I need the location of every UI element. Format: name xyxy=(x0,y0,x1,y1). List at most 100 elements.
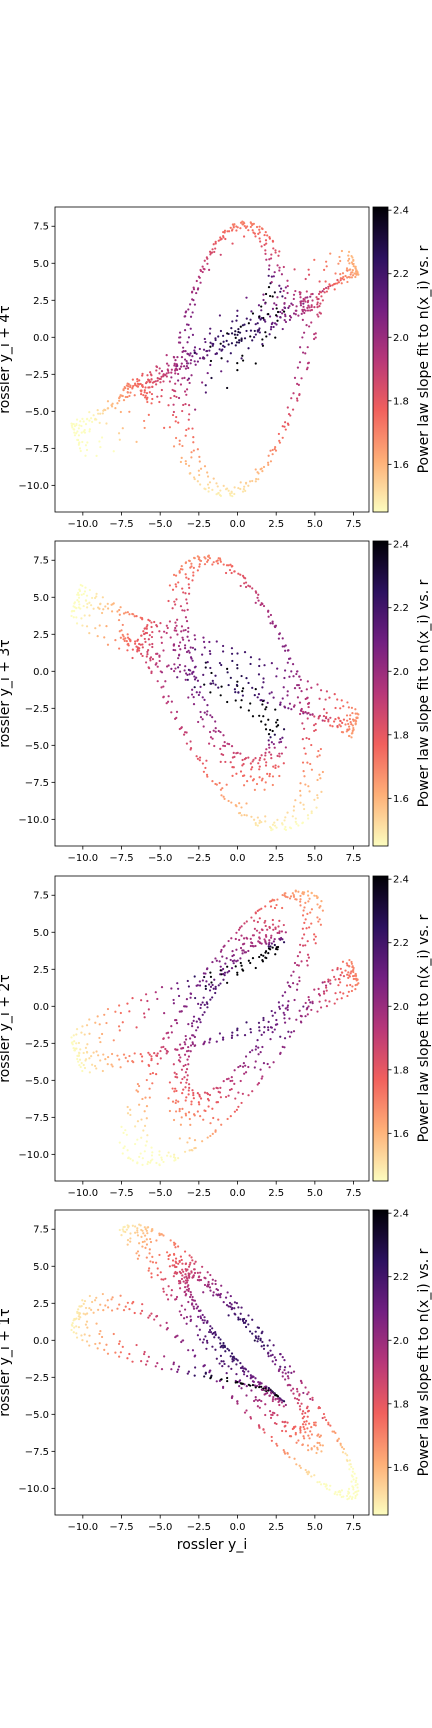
data-point xyxy=(348,276,351,279)
data-point xyxy=(236,652,239,655)
data-point xyxy=(75,622,79,625)
data-point xyxy=(244,577,247,580)
data-point xyxy=(143,419,146,423)
data-point xyxy=(191,1259,194,1262)
data-point xyxy=(178,367,181,371)
data-point xyxy=(231,960,234,963)
data-point xyxy=(165,702,168,705)
data-point xyxy=(214,720,217,723)
data-point xyxy=(211,983,214,987)
data-point xyxy=(264,302,267,305)
data-point xyxy=(338,255,341,259)
data-point xyxy=(348,717,351,721)
data-point xyxy=(174,372,177,375)
data-point xyxy=(206,559,210,562)
data-point xyxy=(268,775,271,778)
data-point xyxy=(269,622,272,625)
data-point xyxy=(172,1275,175,1278)
data-point xyxy=(164,680,167,683)
data-point xyxy=(236,1034,239,1037)
data-point xyxy=(274,249,277,252)
data-point xyxy=(139,1053,142,1056)
data-point xyxy=(205,349,209,353)
data-point xyxy=(354,1494,357,1498)
data-point xyxy=(253,329,256,333)
data-point xyxy=(187,366,190,370)
data-point xyxy=(123,639,126,642)
data-point xyxy=(97,1054,100,1057)
data-point xyxy=(314,728,317,732)
data-point xyxy=(176,1334,179,1337)
data-point xyxy=(346,1459,349,1462)
data-point xyxy=(180,456,183,459)
data-point xyxy=(151,397,154,401)
data-point xyxy=(99,412,102,415)
data-point xyxy=(299,1431,302,1434)
data-point xyxy=(121,394,124,398)
data-point xyxy=(229,1305,232,1308)
data-point xyxy=(345,267,349,270)
data-point xyxy=(198,460,201,463)
data-point xyxy=(190,693,194,696)
data-point xyxy=(178,727,181,731)
data-point xyxy=(262,604,266,608)
data-point xyxy=(346,728,349,731)
data-point xyxy=(275,675,278,678)
data-point xyxy=(305,736,308,740)
data-point xyxy=(333,288,336,291)
data-point xyxy=(186,341,189,344)
data-point xyxy=(173,364,176,367)
data-point xyxy=(278,633,281,636)
data-point xyxy=(136,1257,139,1260)
data-point xyxy=(228,230,231,233)
data-point xyxy=(126,1243,129,1246)
data-point xyxy=(80,431,83,434)
data-point xyxy=(286,1421,289,1424)
data-point xyxy=(351,965,354,968)
data-point xyxy=(287,1371,290,1374)
data-point xyxy=(269,1416,273,1419)
data-point xyxy=(219,1346,222,1349)
data-point xyxy=(310,1426,313,1429)
data-point xyxy=(162,649,165,652)
data-point xyxy=(262,1016,265,1020)
data-point xyxy=(303,308,306,311)
data-point xyxy=(174,1158,177,1161)
data-point xyxy=(241,949,244,952)
data-point xyxy=(190,456,193,459)
data-point xyxy=(319,923,322,926)
data-point xyxy=(239,946,243,950)
data-point xyxy=(110,610,114,613)
data-point xyxy=(217,686,220,689)
data-point xyxy=(261,470,264,473)
data-point xyxy=(171,607,174,610)
data-point xyxy=(219,760,222,763)
data-point xyxy=(172,403,175,406)
data-point xyxy=(247,484,250,487)
data-point xyxy=(303,311,306,315)
data-point xyxy=(146,1162,149,1166)
data-point xyxy=(156,997,159,1001)
data-point xyxy=(336,282,339,285)
data-point xyxy=(190,1256,193,1259)
data-point xyxy=(179,1281,182,1285)
data-point xyxy=(209,363,212,367)
data-point xyxy=(84,586,87,589)
y-axis-label: rossler y_i + 1τ xyxy=(0,1308,13,1416)
data-point xyxy=(251,339,254,342)
data-point xyxy=(148,1252,151,1255)
data-point xyxy=(75,1042,78,1045)
data-point xyxy=(131,997,134,1000)
data-point xyxy=(299,678,302,681)
data-point xyxy=(283,705,286,708)
data-point xyxy=(292,809,295,812)
data-point xyxy=(149,659,152,662)
data-point xyxy=(312,938,316,941)
data-point xyxy=(169,636,172,639)
data-point xyxy=(357,273,360,276)
y-tick-label: −7.5 xyxy=(25,1113,49,1124)
data-point xyxy=(185,428,188,432)
data-point xyxy=(223,1362,226,1366)
data-point xyxy=(273,906,277,910)
data-point xyxy=(281,736,284,739)
